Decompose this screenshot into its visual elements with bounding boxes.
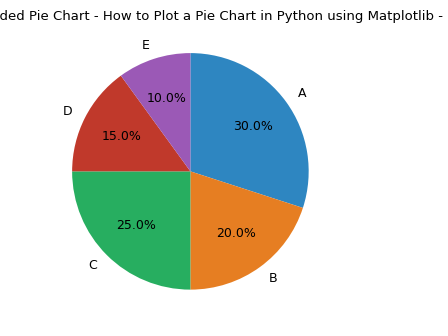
Text: 25.0%: 25.0% (116, 219, 156, 232)
Wedge shape (121, 53, 190, 171)
Wedge shape (190, 171, 303, 290)
Wedge shape (190, 53, 309, 208)
Text: 10.0%: 10.0% (146, 92, 186, 105)
Wedge shape (72, 76, 190, 171)
Wedge shape (72, 171, 190, 290)
Text: B: B (268, 272, 277, 285)
Text: 20.0%: 20.0% (215, 227, 255, 240)
Text: 15.0%: 15.0% (102, 130, 142, 143)
Text: C: C (88, 258, 97, 271)
Text: D: D (63, 105, 73, 118)
Text: E: E (142, 39, 150, 52)
Text: 30.0%: 30.0% (233, 120, 272, 133)
Text: A: A (297, 87, 306, 100)
Text: Exploded Pie Chart - How to Plot a Pie Chart in Python using Matplotlib - how2ma: Exploded Pie Chart - How to Plot a Pie C… (0, 10, 448, 23)
